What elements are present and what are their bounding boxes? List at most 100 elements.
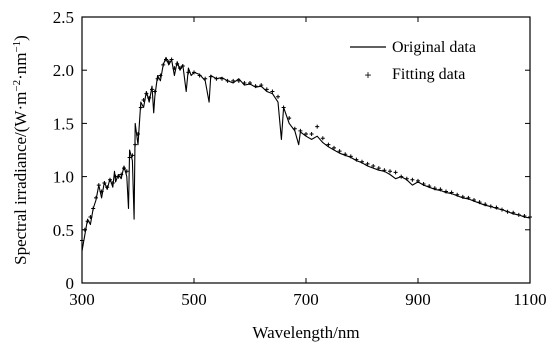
fitting-data-point — [505, 209, 510, 214]
plot-frame — [81, 16, 531, 284]
fitting-data-point — [99, 189, 104, 194]
fitting-data-point — [169, 57, 174, 62]
fitting-data-point — [287, 116, 292, 121]
fitting-data-point — [343, 152, 348, 157]
y-axis-title-exp1: −2 — [11, 80, 23, 92]
fitting-data-point — [155, 76, 160, 81]
fitting-data-point — [119, 172, 124, 177]
fitting-data-point — [108, 177, 112, 182]
y-axis-ticks: 0 0.5 1.0 1.5 2.0 2.5 — [53, 8, 530, 293]
fitting-data-point — [460, 194, 465, 199]
fitting-data-point — [449, 190, 454, 195]
fitting-data-point — [130, 153, 135, 158]
fitting-data-point — [96, 183, 101, 188]
fitting-data-point — [152, 89, 157, 94]
fitting-data-point — [354, 157, 359, 162]
y-axis-title-mid: ·nm — [11, 53, 30, 80]
x-tick-label: 500 — [181, 290, 207, 309]
fitting-data-point — [326, 142, 331, 147]
fitting-data-point — [309, 132, 314, 137]
fitting-data-point — [122, 166, 126, 171]
fitting-data-point — [421, 182, 426, 187]
fitting-data-point — [404, 176, 409, 181]
fitting-data-point — [337, 149, 342, 154]
fitting-data-point — [147, 95, 152, 100]
fitting-data-point — [455, 192, 460, 197]
fitting-data-point — [281, 105, 286, 110]
x-tick-label: 900 — [405, 290, 431, 309]
fitting-data-point — [270, 89, 275, 94]
legend-label-original: Original data — [392, 39, 476, 56]
fitting-data-point — [511, 210, 516, 215]
fitting-data-point — [259, 83, 264, 88]
fitting-data-point — [494, 205, 499, 210]
fitting-data-point — [500, 207, 504, 212]
fitting-data-point — [150, 87, 154, 92]
fitting-data-point — [164, 57, 168, 62]
fitting-data-point — [477, 200, 482, 205]
fitting-data-point — [371, 163, 376, 168]
fitting-data-point — [85, 219, 90, 224]
x-axis-ticks: 300 500 700 900 1100 — [69, 17, 547, 309]
fitting-data-point — [102, 180, 107, 185]
fitting-data-point — [178, 66, 182, 71]
fitting-data-point — [528, 215, 532, 220]
fitting-data-point — [444, 189, 448, 194]
fitting-data-point — [382, 168, 387, 173]
fitting-data-point — [208, 74, 213, 79]
fitting-data-point — [242, 80, 247, 85]
fitting-data-point — [360, 159, 364, 164]
fitting-data-point — [264, 87, 269, 92]
fitting-data-point — [231, 78, 236, 83]
y-tick-label: 2.0 — [53, 61, 74, 80]
fitting-data-point — [144, 91, 149, 96]
fitting-data-point — [172, 66, 177, 71]
fitting-data-point — [116, 174, 121, 179]
fitting-data-point — [516, 212, 521, 217]
fitting-data-point — [166, 59, 171, 64]
fitting-data-point — [315, 124, 320, 129]
x-tick-label: 700 — [293, 290, 319, 309]
fitting-data-point — [427, 184, 432, 189]
fitting-data-point — [214, 76, 219, 81]
fitting-data-point — [124, 169, 129, 174]
series-line-original-data — [81, 56, 531, 252]
fitting-data-point — [158, 73, 163, 78]
fitting-data-point — [110, 180, 115, 185]
y-axis-title-main: Spectral irradiance/(W·m — [11, 92, 30, 265]
legend-marker-fitting: + — [364, 68, 371, 82]
fitting-data-point — [365, 161, 370, 166]
fitting-data-point — [320, 136, 325, 141]
fitting-data-point — [180, 63, 185, 68]
y-tick-label: 2.5 — [53, 8, 74, 27]
fitting-data-point — [522, 213, 527, 218]
fitting-data-point — [488, 204, 493, 209]
fitting-data-point — [80, 238, 84, 243]
fitting-data-point — [304, 132, 308, 137]
series-markers-fitting-data — [80, 57, 532, 243]
fitting-data-point — [94, 195, 98, 200]
fitting-data-point — [225, 78, 230, 83]
fitting-data-point — [91, 206, 96, 211]
fitting-data-point — [472, 198, 476, 203]
x-tick-label: 300 — [69, 290, 95, 309]
fitting-data-point — [410, 177, 415, 182]
fitting-data-point — [186, 70, 191, 75]
fitting-data-point — [376, 166, 381, 171]
fitting-data-point — [483, 202, 488, 207]
fitting-data-point — [466, 195, 471, 200]
fitting-data-point — [105, 185, 110, 190]
fitting-data-point — [432, 186, 437, 191]
fitting-data-point — [88, 215, 93, 220]
fitting-data-point — [220, 76, 224, 81]
fitting-data-point — [203, 76, 208, 81]
legend-label-fitting: Fitting data — [392, 66, 465, 83]
fitting-data-point — [175, 61, 180, 66]
x-tick-label: 1100 — [513, 290, 546, 309]
fitting-data-point — [82, 227, 87, 232]
fitting-data-point — [161, 62, 166, 67]
fitting-data-point — [438, 187, 443, 192]
fitting-data-point — [298, 128, 303, 133]
fitting-data-point — [348, 154, 353, 159]
fitting-data-point — [248, 80, 252, 85]
